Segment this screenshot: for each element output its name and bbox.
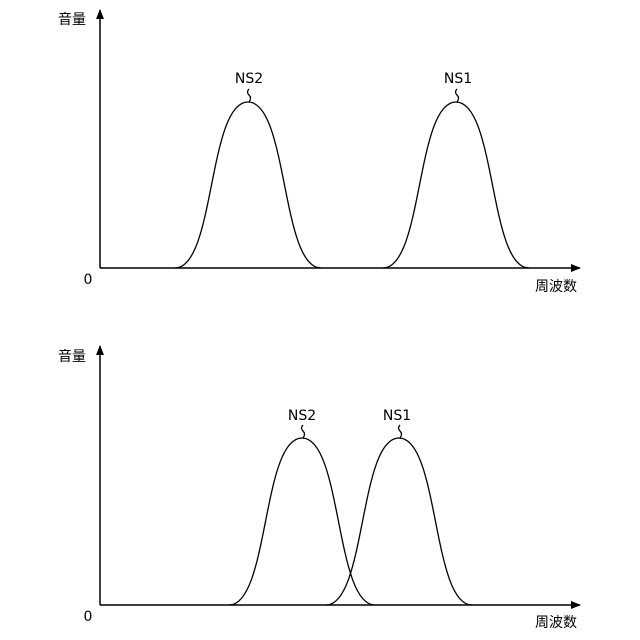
curve-label: NS2 bbox=[288, 408, 316, 424]
origin-label: 0 bbox=[84, 609, 93, 625]
origin-label: 0 bbox=[84, 272, 93, 288]
curve bbox=[383, 102, 529, 268]
curve bbox=[326, 438, 472, 605]
leader bbox=[248, 89, 251, 102]
curve-label: NS1 bbox=[444, 71, 472, 87]
curve bbox=[175, 102, 321, 268]
x-axis-label: 周波数 bbox=[535, 279, 577, 295]
panel-bottom: 音量 0 周波数 NS2 NS1 bbox=[58, 346, 580, 631]
curve bbox=[229, 438, 375, 605]
leader bbox=[399, 425, 402, 438]
leader bbox=[456, 89, 459, 102]
curve-label: NS1 bbox=[383, 408, 411, 424]
x-axis-label: 周波数 bbox=[535, 615, 577, 631]
leader bbox=[302, 425, 305, 438]
y-axis-label: 音量 bbox=[58, 348, 86, 365]
panel-top: 音量 0 周波数 NS2 NS1 bbox=[58, 10, 580, 295]
curve-label: NS2 bbox=[235, 71, 263, 87]
diagram: 音量 0 周波数 NS2 NS1 音量 0 周波数 NS2 NS1 bbox=[0, 0, 640, 640]
y-axis-label: 音量 bbox=[58, 11, 86, 28]
